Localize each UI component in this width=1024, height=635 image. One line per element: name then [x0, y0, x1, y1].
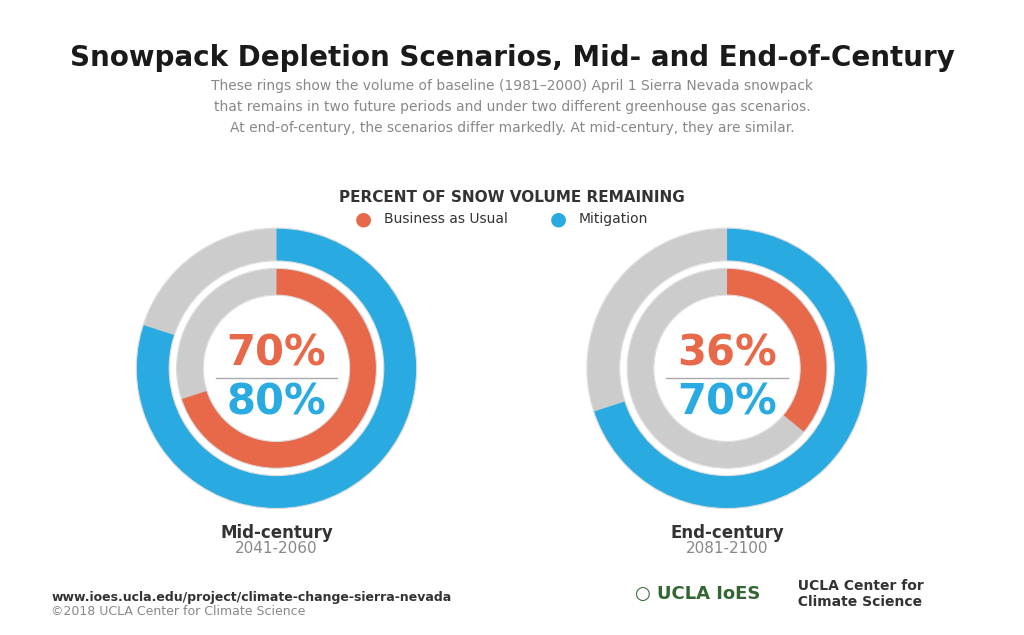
Text: UCLA Center for
  Climate Science: UCLA Center for Climate Science	[788, 578, 925, 609]
Wedge shape	[587, 228, 867, 509]
Text: 70%: 70%	[677, 382, 777, 424]
Wedge shape	[181, 269, 377, 468]
Text: 2041-2060: 2041-2060	[236, 541, 317, 556]
Text: ©2018 UCLA Center for Climate Science: ©2018 UCLA Center for Climate Science	[51, 605, 305, 617]
Text: 2081-2100: 2081-2100	[686, 541, 768, 556]
Text: 36%: 36%	[677, 333, 777, 375]
Wedge shape	[594, 228, 867, 509]
Text: 70%: 70%	[226, 333, 327, 375]
Wedge shape	[136, 228, 417, 509]
Text: ●: ●	[355, 210, 372, 229]
Wedge shape	[627, 269, 827, 468]
Wedge shape	[176, 269, 377, 468]
Text: Snowpack Depletion Scenarios, Mid- and End-of-Century: Snowpack Depletion Scenarios, Mid- and E…	[70, 44, 954, 72]
Text: ○ UCLA IoES: ○ UCLA IoES	[635, 585, 760, 603]
Text: ●: ●	[550, 210, 566, 229]
Text: PERCENT OF SNOW VOLUME REMAINING: PERCENT OF SNOW VOLUME REMAINING	[339, 190, 685, 206]
Wedge shape	[136, 228, 417, 509]
Wedge shape	[727, 269, 827, 432]
Text: End-century: End-century	[670, 524, 784, 542]
Text: www.ioes.ucla.edu/project/climate-change-sierra-nevada: www.ioes.ucla.edu/project/climate-change…	[51, 591, 452, 603]
Text: Business as Usual: Business as Usual	[384, 212, 508, 226]
Text: These rings show the volume of baseline (1981–2000) April 1 Sierra Nevada snowpa: These rings show the volume of baseline …	[211, 79, 813, 135]
Text: 80%: 80%	[226, 382, 327, 424]
Text: Mitigation: Mitigation	[579, 212, 648, 226]
Text: Mid-century: Mid-century	[220, 524, 333, 542]
